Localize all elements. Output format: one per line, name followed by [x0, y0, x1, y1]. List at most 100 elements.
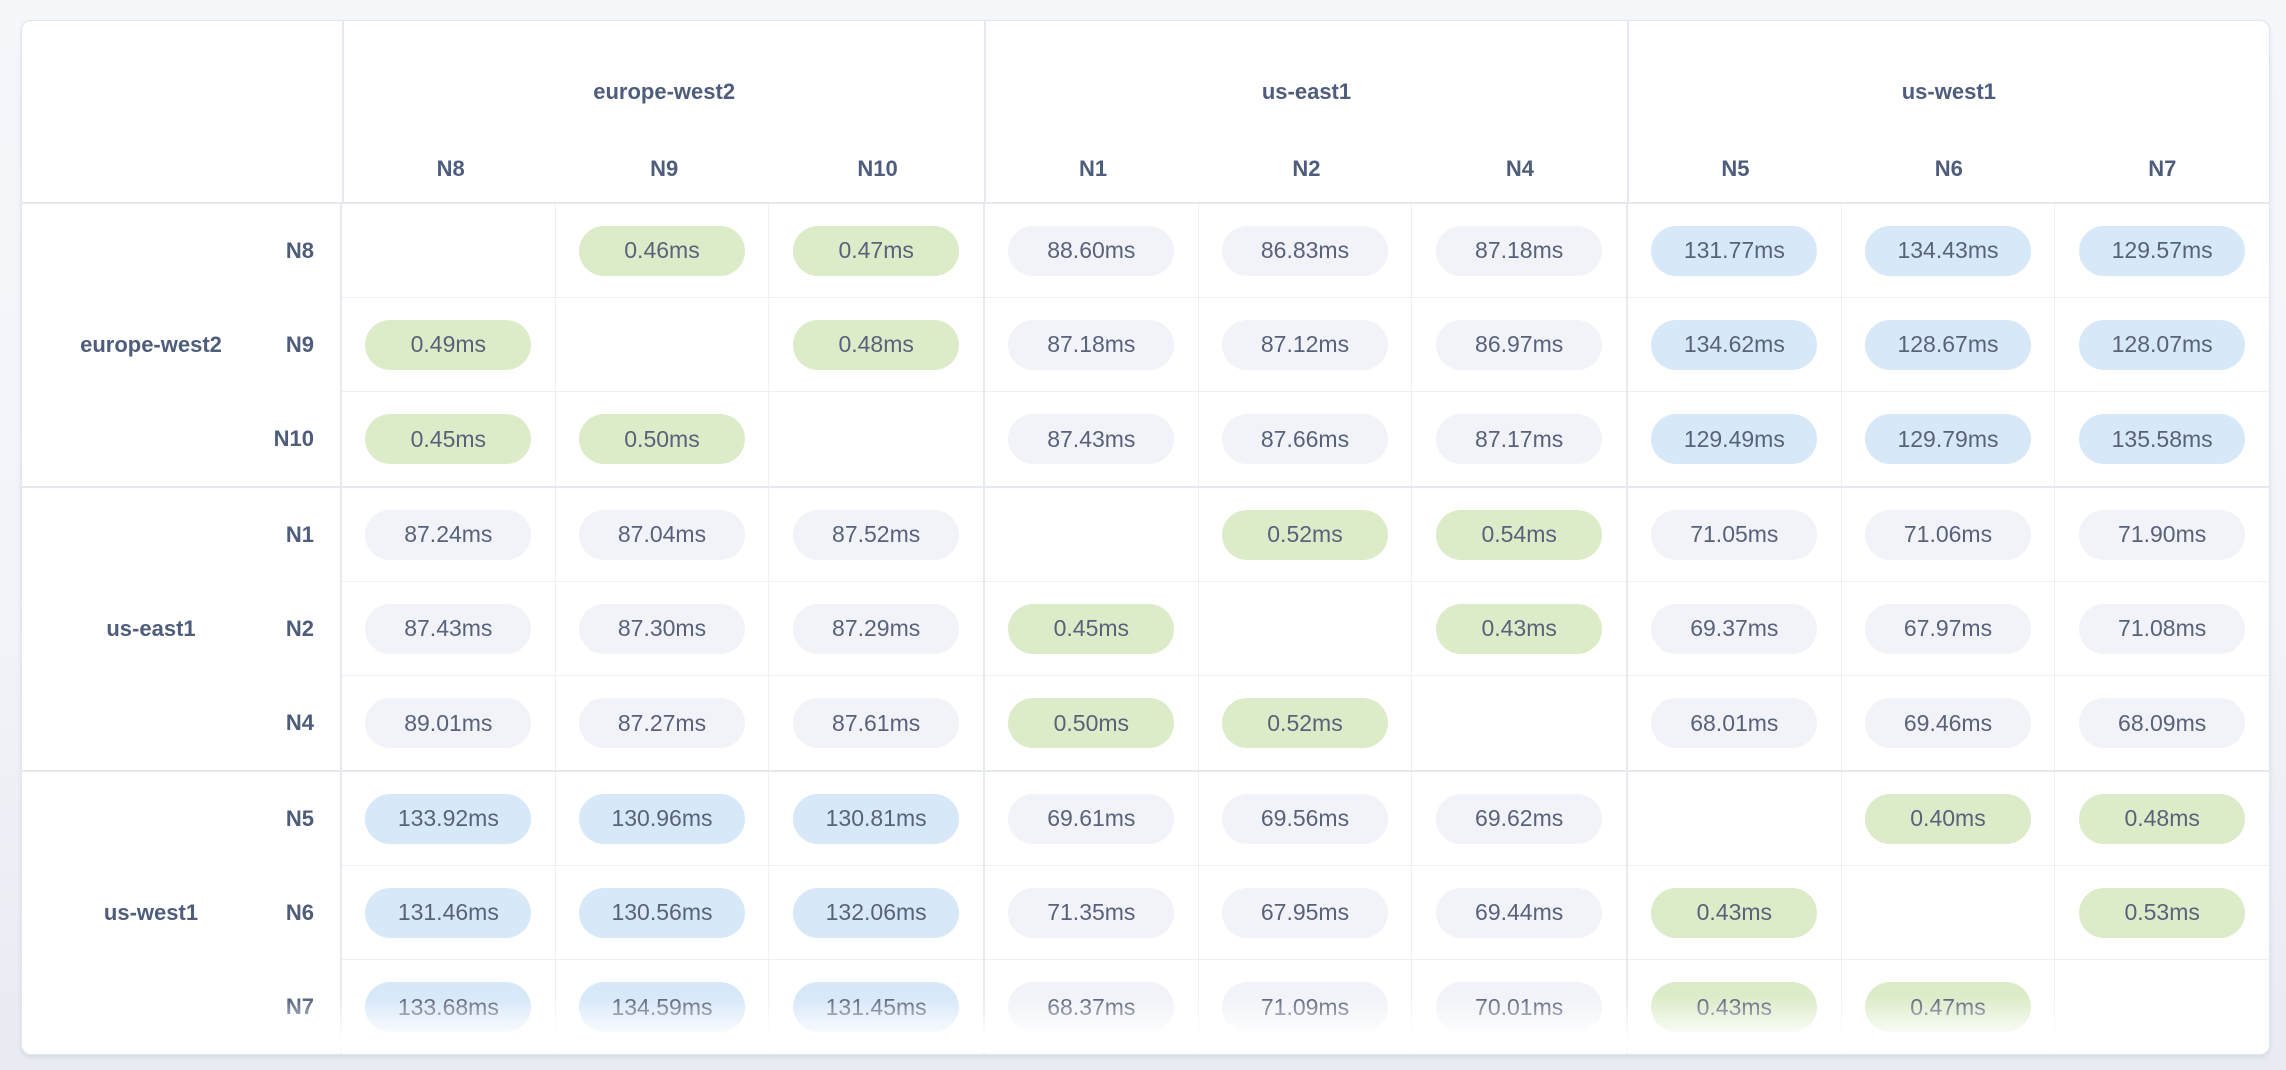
latency-cell-N9-N4: 86.97ms	[1412, 298, 1626, 392]
latency-pill: 0.50ms	[578, 414, 745, 464]
latency-cell-N5-N10: 130.81ms	[769, 772, 983, 866]
latency-cell-N8-N2: 86.83ms	[1198, 204, 1413, 298]
latency-pill: 69.44ms	[1436, 887, 1603, 938]
latency-cell-N1-N2: 0.52ms	[1198, 488, 1413, 582]
latency-pill: 0.49ms	[365, 319, 532, 370]
row-node-label-N10: N10	[273, 426, 314, 451]
latency-cell-N9-N5: 134.62ms	[1628, 298, 1842, 392]
latency-pill: 87.43ms	[1008, 414, 1175, 464]
latency-cell-N7-N2: 71.09ms	[1199, 960, 1413, 1054]
latency-cell-N5-N5	[1628, 772, 1842, 866]
latency-cell-N10-N8: 0.45ms	[342, 392, 556, 486]
latency-cell-N5-N4: 69.62ms	[1412, 772, 1626, 866]
latency-pill: 87.52ms	[793, 509, 960, 560]
column-node-label-N4: N4	[1505, 156, 1534, 181]
latency-pill: 132.06ms	[793, 887, 960, 938]
row-node-label-N5: N5	[285, 806, 314, 831]
data-groups: 0.46ms 0.47ms 0.49ms 0.48ms 0.45ms 0.50ms 88.6…	[342, 204, 2269, 486]
data-group-us-east1-us-west1: 71.05ms 71.06ms 71.90ms 69.37ms 67.97ms 71.08…	[1628, 488, 2269, 770]
row-region-label: us-east1	[106, 616, 196, 641]
latency-pill: 0.52ms	[1221, 698, 1388, 748]
latency-pill: 0.47ms	[1864, 982, 2031, 1032]
latency-pill: 87.18ms	[1436, 225, 1603, 276]
latency-cell-N10-N7: 135.58ms	[2055, 392, 2269, 486]
latency-cell-N6-N4: 69.44ms	[1412, 866, 1626, 960]
latency-pill: 87.18ms	[1008, 319, 1175, 370]
latency-cell-N6-N1: 71.35ms	[985, 866, 1199, 960]
latency-pill: 69.37ms	[1651, 603, 1818, 654]
latency-pill: 128.07ms	[2079, 319, 2246, 370]
latency-cell-N7-N6: 0.47ms	[1842, 960, 2056, 1054]
latency-pill: 0.46ms	[578, 225, 745, 276]
latency-cell-N9-N6: 128.67ms	[1841, 298, 2056, 392]
latency-pill: 68.09ms	[2079, 698, 2246, 748]
latency-cell-N2-N8: 87.43ms	[342, 582, 556, 676]
latency-pill: 87.24ms	[365, 509, 532, 560]
latency-cell-N4-N4	[1412, 676, 1626, 770]
latency-cell-N4-N8: 89.01ms	[342, 676, 556, 770]
latency-pill: 0.50ms	[1008, 698, 1175, 748]
latency-cell-N10-N6: 129.79ms	[1842, 392, 2056, 486]
latency-pill: 0.43ms	[1651, 982, 1818, 1032]
column-node-label-N7: N7	[2148, 156, 2177, 181]
latency-pill: 68.37ms	[1008, 982, 1175, 1032]
latency-cell-N8-N8	[342, 204, 556, 298]
latency-cell-N6-N10: 132.06ms	[769, 866, 983, 960]
column-group-us-west1: us-west1 N5 N6 N7	[1629, 21, 2269, 202]
latency-cell-N1-N5: 71.05ms	[1628, 488, 1842, 582]
latency-cell-N2-N7: 71.08ms	[2055, 582, 2269, 676]
latency-cell-N8-N4: 87.18ms	[1412, 204, 1626, 298]
row-label-block: us-west1 N5 N6 N7	[22, 772, 342, 1054]
latency-pill: 69.46ms	[1864, 698, 2031, 748]
latency-cell-N10-N4: 87.17ms	[1412, 392, 1626, 486]
latency-cell-N1-N4: 0.54ms	[1412, 488, 1626, 582]
latency-pill: 70.01ms	[1436, 982, 1603, 1032]
latency-cell-N10-N10	[769, 392, 983, 486]
latency-pill: 87.66ms	[1221, 414, 1388, 464]
latency-cell-N1-N8: 87.24ms	[342, 488, 556, 582]
latency-pill: 71.05ms	[1651, 509, 1818, 560]
row-node-label-N9: N9	[285, 332, 314, 357]
latency-pill: 88.60ms	[1008, 225, 1175, 276]
column-node-label-N6: N6	[1934, 156, 1963, 181]
latency-pill: 86.97ms	[1436, 319, 1603, 370]
latency-cell-N7-N1: 68.37ms	[985, 960, 1199, 1054]
latency-cell-N1-N9: 87.04ms	[555, 488, 770, 582]
latency-pill: 69.61ms	[1008, 793, 1175, 844]
column-group-title-wrap: us-east1	[986, 47, 1626, 136]
latency-cell-N8-N10: 0.47ms	[769, 204, 983, 298]
latency-cell-N2-N6: 67.97ms	[1841, 582, 2056, 676]
latency-cell-N4-N7: 68.09ms	[2055, 676, 2269, 770]
latency-cell-N9-N10: 0.48ms	[769, 298, 983, 392]
row-node-label-N7: N7	[285, 994, 314, 1019]
latency-cell-N8-N7: 129.57ms	[2055, 204, 2269, 298]
latency-cell-N5-N6: 0.40ms	[1841, 772, 2056, 866]
column-node-labels: N5 N6 N7	[1629, 136, 2269, 202]
data-group-us-west1-us-east1: 69.61ms 69.56ms 69.62ms 71.35ms 67.95ms 69.44…	[985, 772, 1628, 1054]
row-node-labels: N5 N6 N7	[224, 772, 340, 1054]
row-region-label: europe-west2	[80, 332, 222, 357]
latency-pill: 134.43ms	[1864, 225, 2031, 276]
latency-pill: 89.01ms	[365, 698, 532, 748]
latency-pill: 87.12ms	[1221, 319, 1388, 370]
row-label-block: us-east1 N1 N2 N4	[22, 488, 342, 770]
row-label-block: europe-west2 N8 N9 N10	[22, 204, 342, 486]
row-group-us-west1: us-west1 N5 N6 N7 133.92ms 130.96ms 130.81ms 13…	[22, 772, 2269, 1054]
column-group-title: us-west1	[1901, 78, 1996, 104]
latency-cell-N9-N1: 87.18ms	[985, 298, 1199, 392]
latency-cell-N6-N9: 130.56ms	[555, 866, 770, 960]
latency-cell-N4-N10: 87.61ms	[769, 676, 983, 770]
latency-cell-N4-N1: 0.50ms	[985, 676, 1199, 770]
latency-cell-N5-N1: 69.61ms	[985, 772, 1199, 866]
latency-pill: 67.97ms	[1864, 603, 2031, 654]
latency-cell-N2-N2	[1198, 582, 1413, 676]
latency-pill: 68.01ms	[1651, 698, 1818, 748]
latency-cell-N6-N2: 67.95ms	[1198, 866, 1413, 960]
column-group-title-wrap: us-west1	[1629, 47, 2269, 136]
latency-pill: 86.83ms	[1221, 225, 1388, 276]
latency-pill: 129.57ms	[2079, 225, 2246, 276]
latency-pill: 0.40ms	[1864, 793, 2031, 844]
row-node-label-N4: N4	[285, 710, 314, 735]
data-group-us-west1-us-west1: 0.40ms 0.48ms 0.43ms 0.53ms 0.43ms 0.47ms	[1628, 772, 2269, 1054]
column-group-title: us-east1	[1261, 78, 1352, 104]
